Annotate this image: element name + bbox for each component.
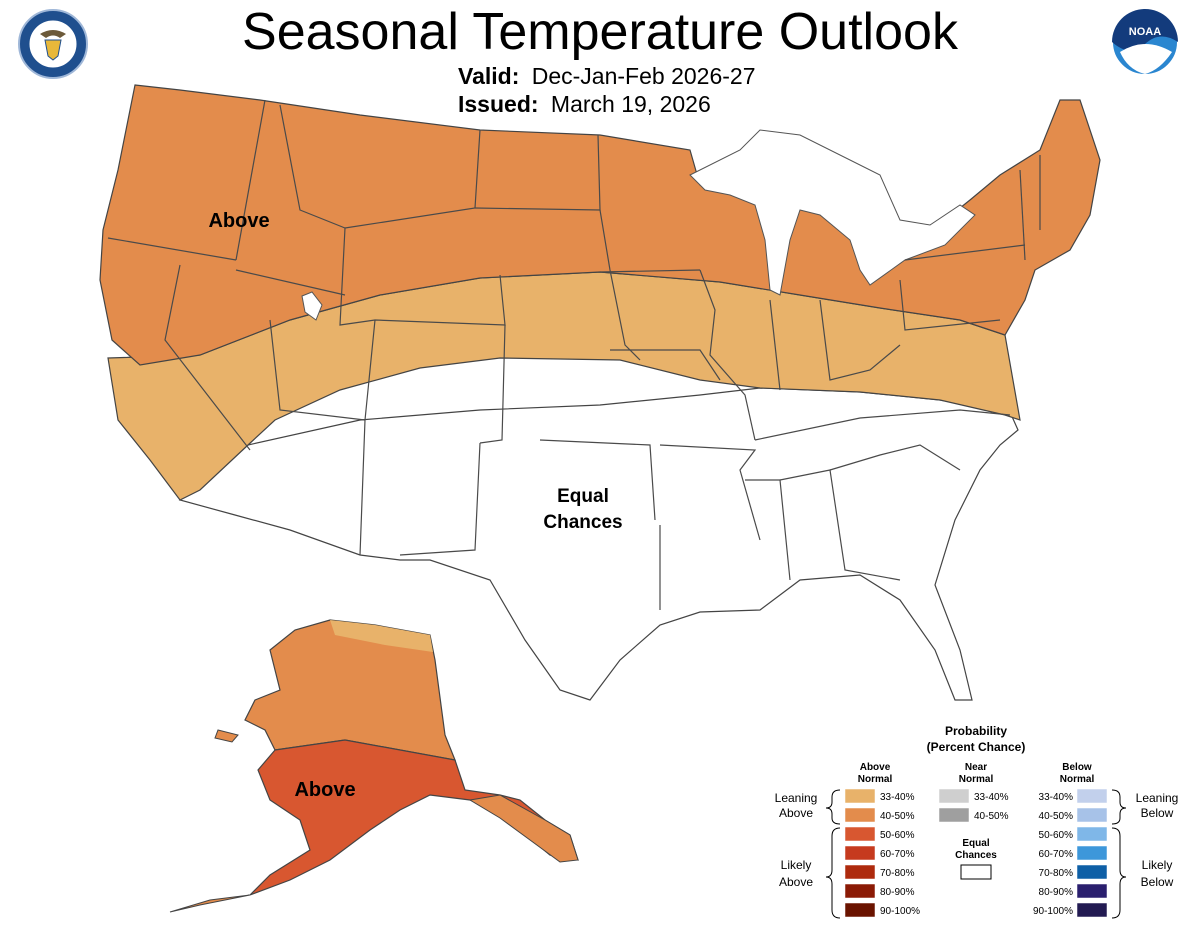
legend-above-swatch-5 [844,883,876,899]
legend-brace-below-leaning [1111,789,1127,825]
legend-equal-label2: Chances [955,850,997,861]
issued-label: Issued: [458,91,539,117]
legend-leaning-above1: Leaning [775,791,818,805]
legend-above-swatch-2 [844,826,876,842]
legend-brace-above-likely [825,827,841,919]
legend-above-swatches: 33-40% 40-50% 50-60% 60-70% 70-80% 80-90% 90-1… [844,788,920,918]
legend-above-label-0: 33-40% [880,792,915,803]
alaska-above-label: Above [294,779,355,801]
legend-above-header1: Above [860,762,891,773]
legend-below-swatches: 33-40% 40-50% 50-60% 60-70% 70-80% 80-90% 90-1… [1033,788,1108,918]
alaska-aleutian-tail [169,894,251,913]
equal-chances-label-line1: Equal [557,486,609,507]
legend-leaning-below2: Below [1141,806,1174,820]
legend-likely-above1: Likely [781,858,812,872]
legend-above-label-3: 60-70% [880,849,915,860]
legend-title: Probability [945,724,1007,738]
legend-near-swatch-1 [938,807,970,823]
valid-line: Valid: Dec-Jan-Feb 2026-27 [458,62,755,90]
legend-above-swatch-4 [844,864,876,880]
legend-below-swatch-2 [1076,826,1108,842]
legend-above-header2: Normal [858,774,893,785]
legend-below-label-1: 40-50% [1039,811,1074,822]
legend-below-label-3: 60-70% [1039,849,1074,860]
conus-above-label: Above [208,210,269,232]
legend-below-swatch-3 [1076,845,1108,861]
legend-above-label-6: 90-100% [880,906,920,917]
legend-near-label-0: 33-40% [974,792,1009,803]
legend-below-swatch-6 [1076,902,1108,918]
alaska-island [214,729,239,743]
page-title: Seasonal Temperature Outlook [242,3,958,61]
legend-above-label-1: 40-50% [880,811,915,822]
legend-below-label-2: 50-60% [1039,830,1074,841]
legend-below-label-4: 70-80% [1039,868,1074,879]
great-lakes [689,129,976,296]
alaska-leaning-above-north-strip [330,620,433,652]
legend-near-swatches: 33-40% 40-50% [938,788,1009,823]
legend-above-label-2: 50-60% [880,830,915,841]
legend-equal-label1: Equal [962,838,989,849]
legend-brace-below-likely [1111,827,1127,919]
legend-above-label-4: 70-80% [880,868,915,879]
legend-below-swatch-5 [1076,883,1108,899]
legend-below-label-0: 33-40% [1039,792,1074,803]
legend-above-swatch-1 [844,807,876,823]
legend-near-swatch-0 [938,788,970,804]
legend-below-swatch-0 [1076,788,1108,804]
issued-line: Issued: March 19, 2026 [458,90,711,118]
noaa-logo: NOAA [1111,8,1179,76]
legend-above-label-5: 80-90% [880,887,915,898]
legend-above-swatch-6 [844,902,876,918]
legend-leaning-above2: Above [779,806,813,820]
legend-likely-above2: Above [779,875,813,889]
valid-label: Valid: [458,63,520,89]
legend-below-swatch-1 [1076,807,1108,823]
legend-above-swatch-0 [844,788,876,804]
alaska-panhandle-above [468,794,579,863]
legend-leaning-below1: Leaning [1136,791,1179,805]
legend-brace-above-leaning [825,789,841,825]
legend-below-swatch-4 [1076,864,1108,880]
legend-equal-swatch [960,864,992,880]
alaska-above-north [244,619,456,761]
legend-below-header2: Normal [1060,774,1095,785]
valid-value: Dec-Jan-Feb 2026-27 [531,63,756,89]
great-salt-lake [301,291,323,321]
legend-below-label-6: 90-100% [1033,906,1073,917]
legend-above-swatch-3 [844,845,876,861]
legend-near-label-1: 40-50% [974,811,1009,822]
legend-below-label-5: 80-90% [1039,887,1074,898]
legend-near-header2: Normal [959,774,994,785]
doc-seal-logo [18,9,88,79]
equal-chances-label-line2: Chances [543,512,622,533]
legend-likely-below1: Likely [1142,858,1173,872]
legend-below-header1: Below [1062,762,1092,773]
state-boundaries [107,99,1041,610]
legend: Probability (Percent Chance) Above Norma… [775,724,1179,919]
legend-subtitle: (Percent Chance) [927,740,1026,754]
legend-near-header1: Near [965,762,987,773]
noaa-logo-text: NOAA [1129,26,1161,38]
legend-likely-below2: Below [1141,875,1174,889]
issued-value: March 19, 2026 [550,91,711,117]
